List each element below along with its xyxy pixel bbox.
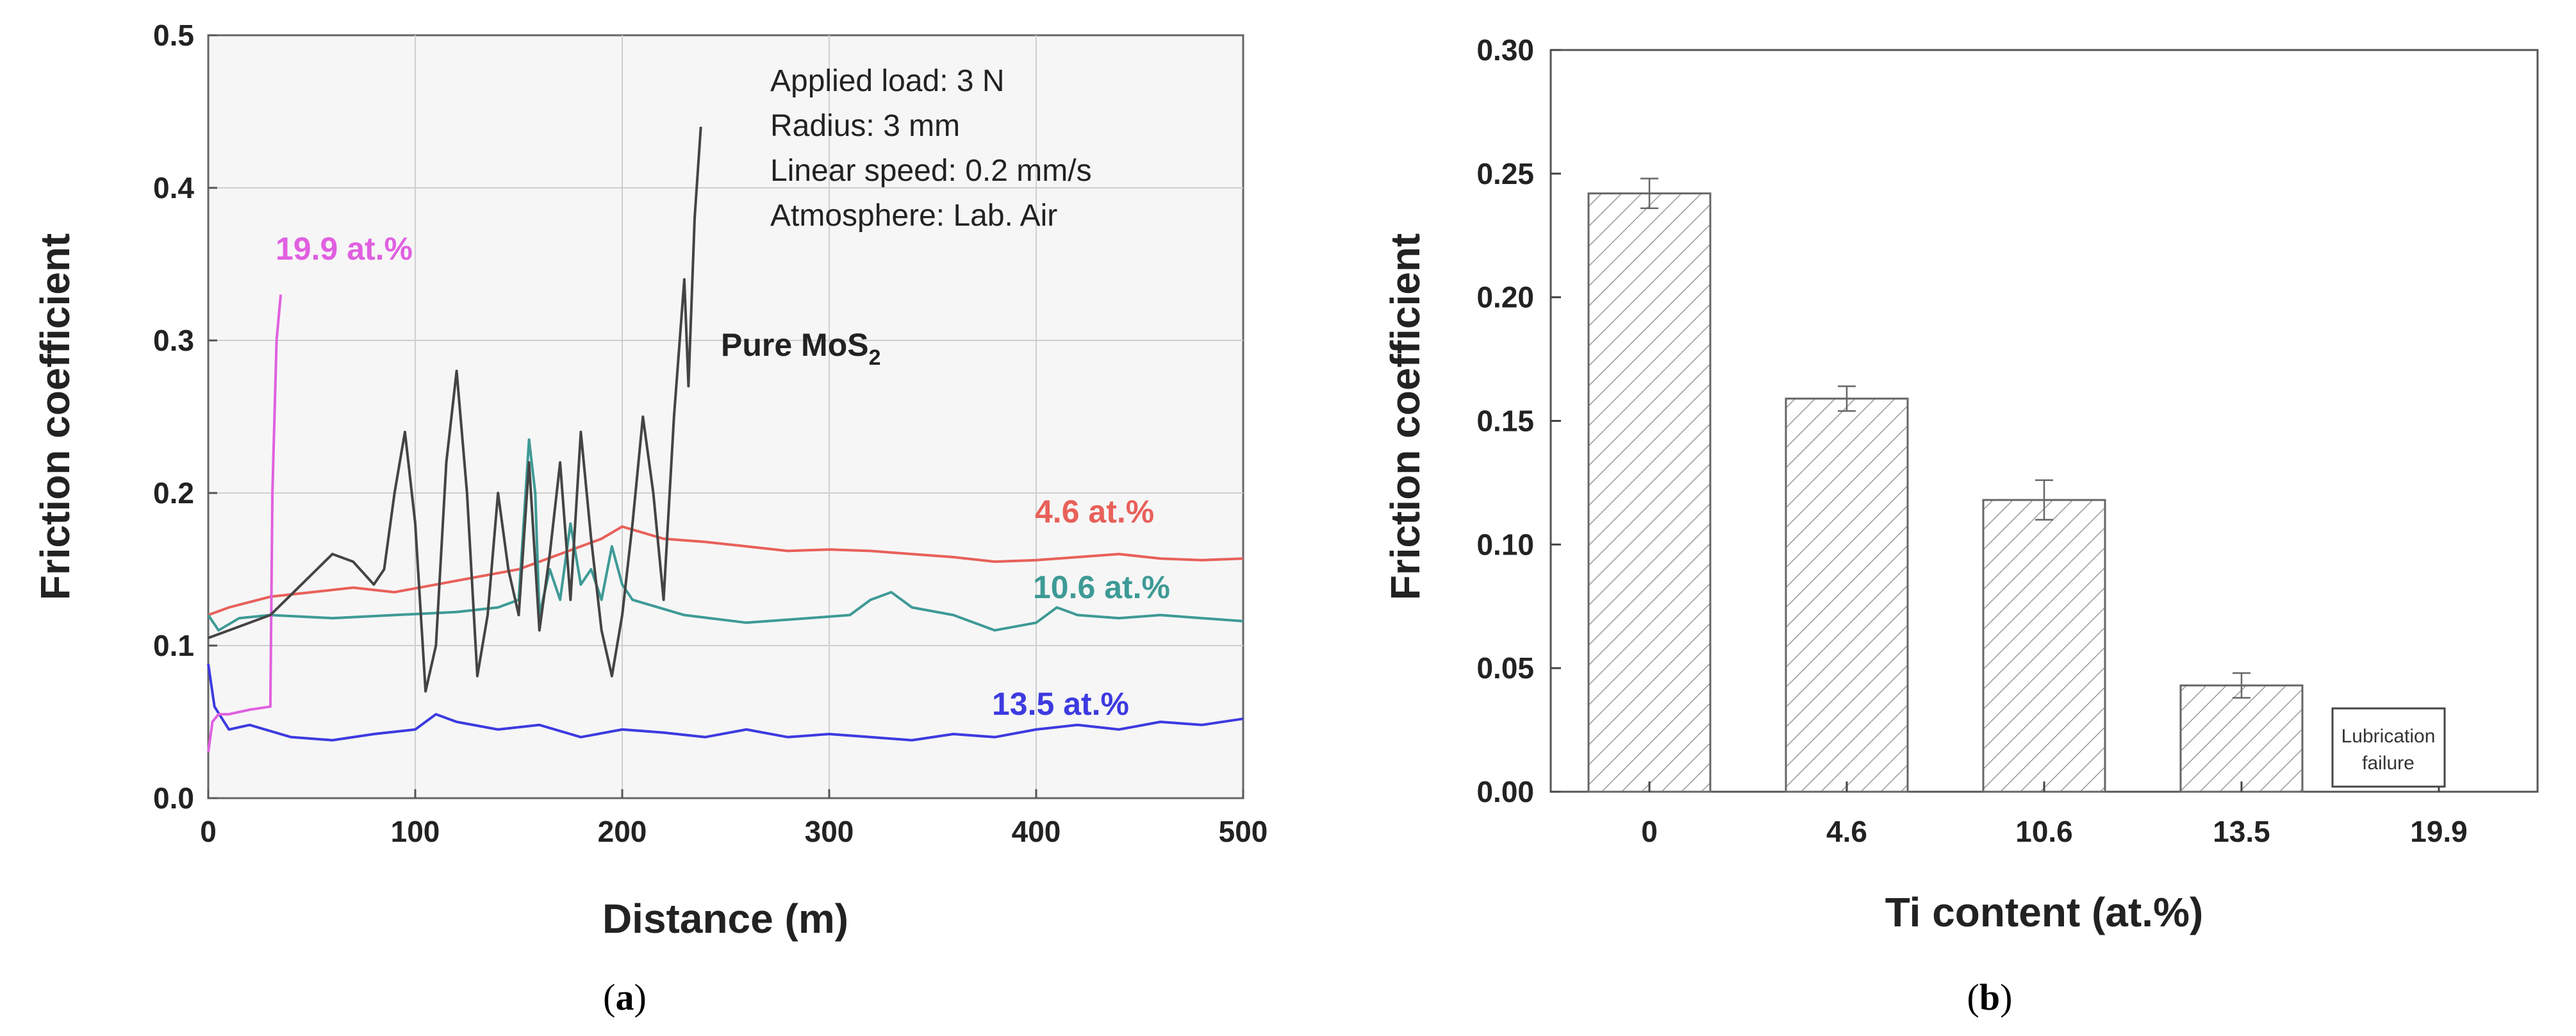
lubrication-failure-frame [2331,707,2446,788]
bars-b [1587,178,2304,793]
series-line-10-6-at- [207,438,1244,632]
x-tick-label-b: 4.6 [1826,815,1867,848]
lubrication-failure-line1: Lubrication [2341,726,2436,747]
caption-b: (b) [1967,976,2013,1018]
gridlines-a [208,35,1243,798]
x-tick-label: 400 [1012,815,1061,848]
lubrication-failure-box: Lubrication failure [2331,707,2446,788]
plot-area-a [207,34,1244,799]
panel-a: 0 100 200 300 400 500 0.0 0.1 0.2 0.3 0.4 0.5 Dista… [32,19,1267,1018]
y-tick-label: 0.1 [153,629,194,662]
x-tick-label: 300 [805,815,854,848]
y-tick-label-b: 0.00 [1476,775,1534,808]
conditions-annotation: Applied load: 3 N Radius: 3 mm Linear sp… [770,64,1092,233]
error-bar-10-6 [2035,479,2053,521]
y-tick-label-b: 0.20 [1476,281,1534,314]
y-tick-label: 0.2 [153,476,194,510]
bar-13-5 [2179,684,2304,793]
axis-ticks-b: 0.00 0.05 0.10 0.15 0.20 0.25 0.30 0 4.6 10.6 13.5… [1476,33,2467,848]
x-tick-label: 0 [200,815,217,848]
y-tick-label-b: 0.30 [1476,33,1534,67]
x-tick-label-b: 13.5 [2213,815,2270,848]
condition-load: Applied load: 3 N [770,64,1005,98]
series-label-10-6: 10.6 at.% [1033,569,1170,605]
series-lines-a [207,126,1244,753]
axis-ticks-a: 0 100 200 300 400 500 0.0 0.1 0.2 0.3 0.4 0.5 [153,19,1267,848]
y-tick-label-b: 0.05 [1476,651,1534,685]
y-tick-label: 0.4 [153,171,194,205]
bar-4-6 [1785,397,1909,793]
error-bar-0 [1640,178,1658,210]
condition-speed: Linear speed: 0.2 mm/s [770,154,1092,188]
condition-atmosphere: Atmosphere: Lab. Air [770,199,1057,233]
x-axis-label-a: Distance (m) [602,896,848,942]
y-tick-label-b: 0.10 [1476,528,1534,561]
series-label-13-5: 13.5 at.% [992,686,1129,722]
y-tick-label: 0.0 [153,781,194,815]
series-line-13-5-at- [207,664,1244,742]
caption-a: (a) [603,976,647,1018]
y-tick-label-b: 0.15 [1476,405,1534,438]
y-tick-label: 0.5 [153,19,194,52]
lubrication-failure-line2: failure [2362,753,2415,774]
x-axis-label-b: Ti content (at.%) [1885,889,2204,935]
error-bar-13-5 [2233,672,2250,699]
y-tick-label-b: 0.25 [1476,157,1534,190]
x-tick-label: 200 [598,815,647,848]
x-tick-label: 100 [391,815,440,848]
series-label-pure-mos2: Pure MoS2 [721,327,881,370]
series-label-4-6: 4.6 at.% [1035,494,1154,530]
series-line-19-9-at- [207,294,283,753]
series-label-19-9: 19.9 at.% [276,231,413,267]
x-tick-label-b: 19.9 [2410,815,2468,848]
bar-0 [1587,192,1712,793]
y-axis-label-a: Friction coefficient [32,233,78,601]
bar-10-6 [1982,499,2106,793]
x-tick-label: 500 [1219,815,1268,848]
panel-b: 0.00 0.05 0.10 0.15 0.20 0.25 0.30 0 4.6 10.6 13.5… [1382,33,2539,1018]
series-line-4-6-at- [208,525,1244,617]
x-tick-label-b: 10.6 [2015,815,2073,848]
y-axis-label-b: Friction coefficient [1382,233,1428,601]
x-tick-label-b: 0 [1641,815,1658,848]
condition-radius: Radius: 3 mm [770,109,960,143]
error-bar-4-6 [1838,385,1856,412]
series-line-pure-mos2 [208,126,702,693]
y-tick-label: 0.3 [153,324,194,357]
